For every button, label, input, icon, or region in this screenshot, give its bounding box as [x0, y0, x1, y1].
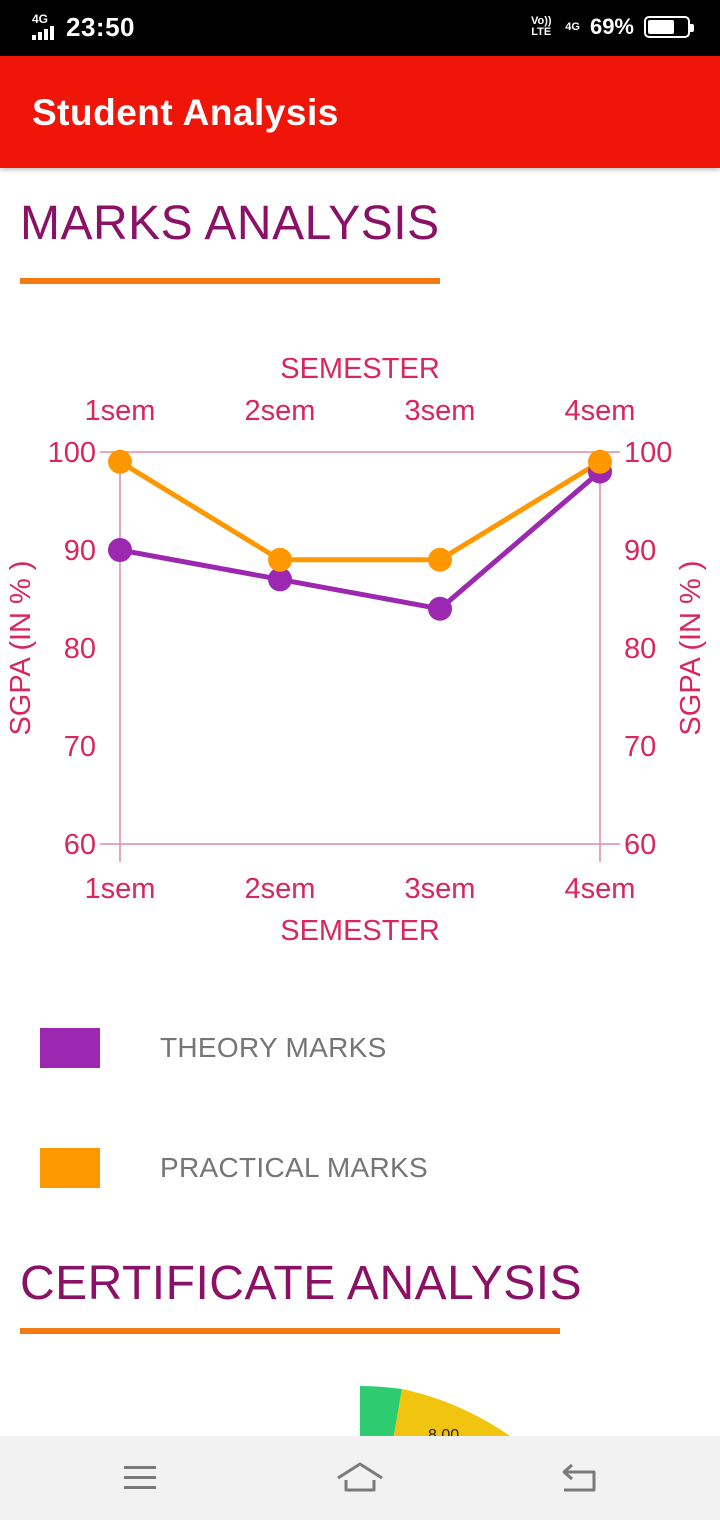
clock: 23:50 — [66, 12, 135, 42]
series-line-0 — [119, 469, 602, 612]
marks-analysis-underline — [20, 278, 440, 284]
y-tick-label-right: 90 — [624, 535, 656, 567]
marks-line-chart: 1sem 1sem 2sem 2sem 3sem 3sem 4sem 4sem 100 100 90… — [5, 353, 707, 947]
y-tick-label-right: 70 — [624, 731, 656, 763]
y-tick-label-left: 70 — [64, 731, 96, 763]
status-right: Vo)) LTE 4G 69% — [527, 14, 694, 40]
y-tick-label-right: 80 — [624, 633, 656, 665]
y-tick-label-right: 60 — [624, 829, 656, 861]
x-tick-label-bottom: 2sem — [245, 873, 316, 905]
series-line-1 — [118, 459, 602, 563]
y-tick-label-left: 100 — [48, 437, 96, 469]
legend-item-practical: PRACTICAL MARKS — [40, 1148, 428, 1188]
y-tick-label-right: 100 — [624, 437, 672, 469]
app-title: Student Analysis — [32, 92, 339, 133]
y-axis-title-right: SGPA (IN % ) — [675, 560, 707, 735]
x-tick-label-bottom: 1sem — [85, 873, 156, 905]
marks-analysis-title: MARKS ANALYSIS — [20, 197, 440, 250]
x-tick-label-top: 3sem — [405, 395, 476, 427]
certificate-pie-chart: 8.00 — [360, 1386, 510, 1446]
network-indicator: 4G — [565, 20, 580, 33]
menu-icon — [124, 1466, 156, 1489]
system-nav-bar — [0, 1436, 720, 1520]
battery-percent: 69% — [589, 14, 634, 39]
x-axis-title-bottom: SEMESTER — [280, 915, 440, 947]
legend-label-theory: THEORY MARKS — [160, 1032, 387, 1063]
x-tick-label-top: 1sem — [85, 395, 156, 427]
signal-icon: 4G — [30, 11, 58, 42]
series-point-0 — [108, 538, 132, 562]
series-point-1 — [108, 449, 132, 474]
legend-label-practical: PRACTICAL MARKS — [160, 1152, 428, 1183]
series-point-1 — [588, 449, 612, 474]
legend-item-theory: THEORY MARKS — [40, 1028, 387, 1068]
x-tick-label-bottom: 4sem — [565, 873, 636, 905]
y-tick-label-left: 60 — [64, 829, 96, 861]
series-point-1 — [268, 547, 292, 572]
series-point-0 — [268, 567, 292, 592]
back-button[interactable] — [550, 1458, 610, 1498]
certificate-analysis-underline — [20, 1328, 560, 1334]
x-tick-label-top: 2sem — [245, 395, 316, 427]
battery-icon — [644, 16, 694, 38]
status-left: 4G 23:50 — [30, 12, 135, 43]
pie-slice-green — [360, 1386, 402, 1446]
home-icon — [337, 1462, 383, 1492]
x-tick-label-bottom: 3sem — [405, 873, 476, 905]
series-point-1 — [428, 547, 452, 572]
legend-swatch-theory — [40, 1028, 100, 1068]
y-axis-title-left: SGPA (IN % ) — [5, 560, 37, 735]
menu-button[interactable] — [110, 1458, 170, 1498]
volte-indicator: Vo)) LTE — [530, 15, 552, 38]
legend-swatch-practical — [40, 1148, 100, 1188]
series-point-0 — [428, 596, 452, 621]
certificate-analysis-title: CERTIFICATE ANALYSIS — [20, 1257, 583, 1310]
home-button[interactable] — [330, 1458, 390, 1498]
y-tick-label-left: 80 — [64, 633, 96, 665]
network-type: 4G — [32, 11, 49, 26]
status-bar: 4G 23:50 Vo)) LTE 4G 69% — [0, 0, 720, 56]
back-icon — [562, 1463, 596, 1492]
pie-slice-yellow — [392, 1389, 510, 1446]
x-tick-label-top: 4sem — [565, 395, 636, 427]
app-bar: Student Analysis — [0, 56, 720, 168]
y-tick-label-left: 90 — [64, 535, 96, 567]
battery-fill — [648, 20, 675, 34]
x-axis-title-top: SEMESTER — [280, 353, 440, 385]
